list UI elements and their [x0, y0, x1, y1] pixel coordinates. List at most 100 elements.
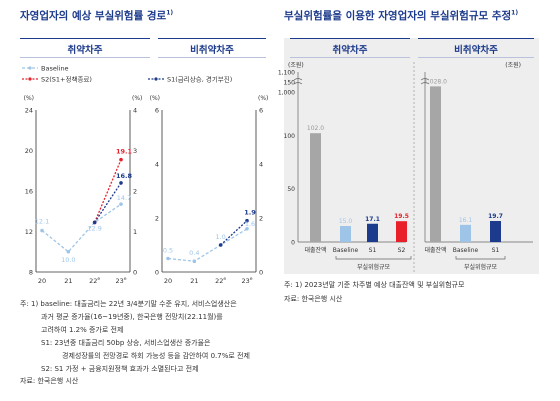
y-unit: (조원) — [505, 61, 521, 69]
bar-category-label: S2 — [398, 247, 406, 254]
x-tick-label: 20 — [38, 277, 46, 285]
note-line: 과거 평균 증가율(16~19년중), 한국은행 전망치(22.11월)를 — [41, 313, 223, 321]
data-point — [92, 220, 97, 225]
y-tick-label-right: 1 — [133, 228, 137, 236]
data-label: 14.7 — [117, 194, 131, 202]
right-title: 부실위험률을 이용한 자영업자의 부실위험규모 추정1) — [284, 9, 519, 23]
right-note: 주: 1) 2023년말 기준 차주별 예상 대출잔액 및 부실위험규모 — [284, 281, 465, 289]
data-label: 10.0 — [61, 256, 75, 264]
bar-value-label: 19.7 — [488, 213, 503, 220]
series-line — [167, 228, 248, 262]
x-tick-label: 21 — [64, 277, 72, 285]
y-tick-label: 1,000 — [278, 90, 295, 97]
x-tick-label: 23e — [241, 277, 252, 285]
bar-value-label: 1,028.0 — [424, 78, 447, 85]
data-label: 1.9 — [244, 209, 256, 217]
panel-rule — [20, 57, 150, 58]
x-tick-label: 22e — [89, 277, 100, 285]
panel-rule — [158, 57, 266, 58]
series-line — [94, 159, 122, 223]
bar-value-label: 15.0 — [339, 218, 353, 225]
legend-swatch-dot — [154, 77, 158, 81]
bar-value-label: 17.1 — [365, 216, 380, 223]
panel-rule — [290, 57, 410, 58]
y-tick-label-right: 2 — [133, 188, 137, 196]
bar-value-label: 16.1 — [459, 217, 473, 224]
y-tick-label-right: 0 — [259, 269, 263, 277]
data-point — [245, 218, 249, 223]
bar-value-label: 102.0 — [307, 125, 324, 132]
left-title: 자영업자의 예상 부실위험률 경로1) — [20, 9, 174, 23]
y-tick-label: 6 — [155, 107, 159, 115]
y-tick-label: 20 — [25, 147, 33, 155]
bar-charts: 0501001501,0001,100(조원)102.0대출잔액15.0Base… — [278, 61, 533, 272]
panel-rule — [418, 57, 534, 58]
note-line: 고려하여 1.2% 증가로 전제 — [41, 326, 124, 334]
data-point — [40, 228, 44, 233]
group-bracket — [335, 256, 412, 260]
legend-swatch-dot — [28, 66, 32, 70]
bar-category-label: 대출잔액 — [424, 246, 446, 254]
y-tick-label: 100 — [284, 133, 296, 140]
legend-swatch-dot — [28, 77, 32, 81]
note-line: 주: 1) baseline: 대출금리는 22년 3/4분기말 수준 유지, … — [20, 300, 237, 308]
y-tick-label: 150 — [284, 80, 296, 87]
bar-category-label: Baseline — [333, 247, 359, 254]
right-source: 자료: 한국은행 시산 — [284, 295, 343, 303]
bar-head-vulnerable: 취약차주 — [332, 45, 368, 56]
y-tick-label: 16 — [25, 188, 33, 196]
legend-label: S2(S1+정책종료) — [41, 75, 92, 84]
legend-label: Baseline — [41, 65, 69, 73]
data-point — [192, 259, 197, 264]
panel-rule — [158, 38, 266, 39]
group-label: 부실위험규모 — [464, 263, 498, 271]
bar — [490, 220, 501, 242]
y-tick-label: 50 — [287, 186, 295, 193]
data-label: 1.0 — [215, 233, 225, 241]
y-tick-label-right: 3 — [133, 147, 137, 155]
note-line: S2: S1 가정 + 금융지원정책 효과가 소멸된다고 전제 — [41, 365, 199, 373]
data-point — [66, 249, 71, 254]
panel-rule — [20, 38, 150, 39]
y-tick-label: 4 — [155, 161, 159, 169]
panel-head-vulnerable: 취약차주 — [67, 45, 103, 56]
axis-break — [293, 78, 303, 85]
y-tick-label: 0 — [291, 240, 295, 247]
note-line: 경제성장률의 전망경로 하회 가능성 등을 감안하여 0.7%로 전제 — [62, 352, 250, 360]
bar — [460, 224, 471, 242]
data-point — [218, 243, 223, 247]
y-unit-right: (%) — [132, 95, 142, 102]
y-tick-label-right: 4 — [133, 107, 137, 115]
left-notes: 주: 1) baseline: 대출금리는 22년 3/4분기말 수준 유지, … — [20, 298, 250, 376]
data-point — [119, 157, 123, 162]
data-point — [119, 202, 123, 206]
y-tick-label: 8 — [29, 269, 33, 277]
y-tick-label: 2 — [155, 215, 159, 223]
y-tick-label-right: 6 — [259, 107, 263, 115]
data-point — [119, 181, 123, 185]
group-label: 부실위험규모 — [357, 263, 391, 271]
bar — [367, 223, 378, 242]
x-tick-label: 23e — [115, 277, 126, 285]
data-point — [245, 227, 249, 231]
legend-label: S1(금리상승, 경기부진) — [167, 75, 232, 84]
bar-category-label: Baseline — [453, 247, 479, 254]
y-unit-left: (%) — [24, 95, 34, 102]
bar-category-label: 대출잔액 — [304, 246, 326, 254]
bar — [340, 226, 351, 242]
data-label: 12.1 — [35, 217, 49, 225]
bar-category-label: S1 — [492, 247, 500, 254]
data-label: 1.6 — [245, 220, 255, 228]
data-label: 19.1 — [116, 148, 133, 156]
y-unit: (조원) — [288, 61, 304, 69]
bar-head-nonvulnerable: 비취약차주 — [454, 45, 498, 56]
y-tick-label: 0 — [155, 269, 159, 277]
group-bracket — [455, 256, 506, 260]
series-line — [41, 203, 122, 253]
bar — [396, 221, 407, 242]
x-tick-label: 20 — [164, 277, 172, 285]
bar — [310, 133, 321, 242]
data-label: 16.8 — [116, 172, 133, 180]
x-tick-label: 22e — [215, 277, 226, 285]
